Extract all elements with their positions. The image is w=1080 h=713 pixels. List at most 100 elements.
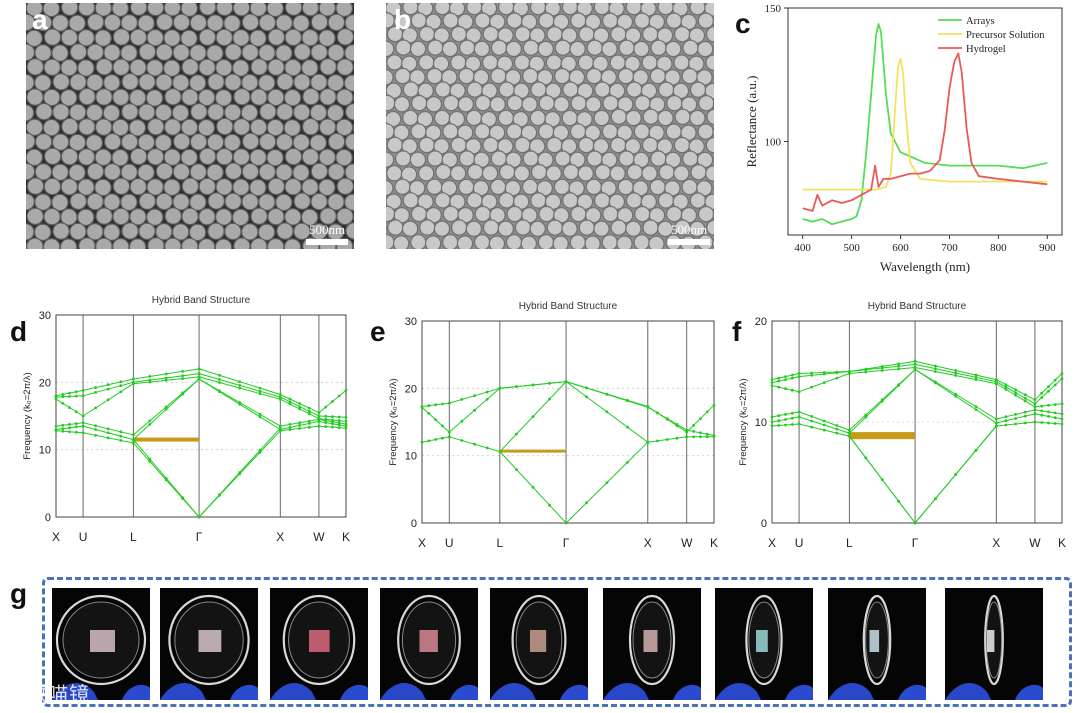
sem-particle [60,3,79,17]
photo-petri-dish-1 [52,588,150,700]
band-marker [74,390,78,394]
glove-thumb [560,684,588,700]
dish-rim [168,594,250,686]
glove-thumb [122,684,150,700]
band-marker [934,381,937,385]
reflectance-axes: 400 500 600 700 800 900 100 150 Wavelength (nm) R… [744,3,1063,274]
sem-particle [601,12,619,29]
sem-particle [164,207,182,225]
sem-particle [336,28,354,46]
sem-particle [163,178,181,197]
band-marker [473,394,476,398]
band-marker [954,369,958,372]
sem-particle [155,162,174,181]
sem-particle [300,59,319,77]
sem-particle [521,178,539,196]
sem-particle [705,54,714,71]
hydrogel-sample [90,630,115,652]
sem-particle [522,150,539,167]
sem-particle [552,235,569,249]
sem-particle [103,13,122,32]
sem-particle [705,165,714,182]
sem-particle [345,103,354,121]
band-marker [337,419,341,423]
band-line [771,421,1063,524]
band-marker [705,435,709,439]
sem-particle [111,148,129,167]
band-marker [770,420,774,424]
sem-particle [318,29,336,47]
band-marker [68,423,71,426]
sem-particle [466,192,483,209]
band-marker [1060,402,1064,406]
panel-letter-b: b [394,4,412,35]
band-marker [564,380,568,383]
sem-particle [180,148,198,167]
band-marker [1014,393,1017,397]
band-marker [81,394,85,398]
sem-particle [77,3,96,17]
sem-particle [625,3,642,16]
sem-particle [181,58,199,76]
band-marker [1047,389,1050,393]
band-marker [784,413,787,416]
sem-particle [689,81,707,98]
sem-particle [386,165,403,182]
band-marker [164,378,168,382]
sem-particle [94,118,113,136]
glove-thumb [340,684,368,700]
sem-particle [69,192,88,211]
sem-particle [546,26,563,43]
sem-particle [206,163,224,182]
band-marker [656,439,659,443]
band-marker [148,380,152,384]
band-marker [68,391,71,395]
band-marker [337,423,341,427]
band-marker [913,363,917,366]
band-marker [278,395,282,399]
k-point-label: W [681,536,693,550]
band-marker [420,405,424,409]
sem-particle [224,192,242,211]
band-marker [288,397,292,401]
glove-finger [380,682,426,700]
sem-particle [241,192,259,211]
sem-particle [216,117,234,136]
band-marker [460,398,464,401]
sem-particle [224,162,243,180]
band-marker [790,376,794,380]
band-marker [307,412,311,416]
band-marker [797,375,801,378]
sem-particle [395,39,412,56]
sem-particle [409,40,427,58]
x-tick-label: 400 [794,242,811,254]
band-marker [307,409,311,413]
sem-particle [674,26,691,43]
band-marker [427,404,431,408]
sem-particle [594,81,611,98]
glove-finger [52,682,98,700]
sem-particle [95,88,113,106]
band-marker [1047,410,1050,414]
sem-particle [198,147,217,166]
sem-particle [86,162,105,181]
band-marker [790,411,794,415]
sem-particle [275,44,293,62]
sem-particle [26,207,44,226]
k-point-label: Γ [196,530,203,544]
band-marker [790,423,794,426]
sem-particle [51,193,69,212]
sem-particle [249,29,267,47]
band-marker [307,422,311,425]
dish-rim [862,594,892,686]
k-point-label: X [418,536,426,550]
band-marker [68,395,71,398]
band-marker [665,438,669,441]
panel-letter-e: e [370,316,386,347]
band-marker [106,398,110,402]
band-marker [278,393,282,396]
band-marker [434,403,437,407]
sem-particle [215,3,234,17]
band-marker [498,450,502,453]
sem-particle [266,3,284,18]
